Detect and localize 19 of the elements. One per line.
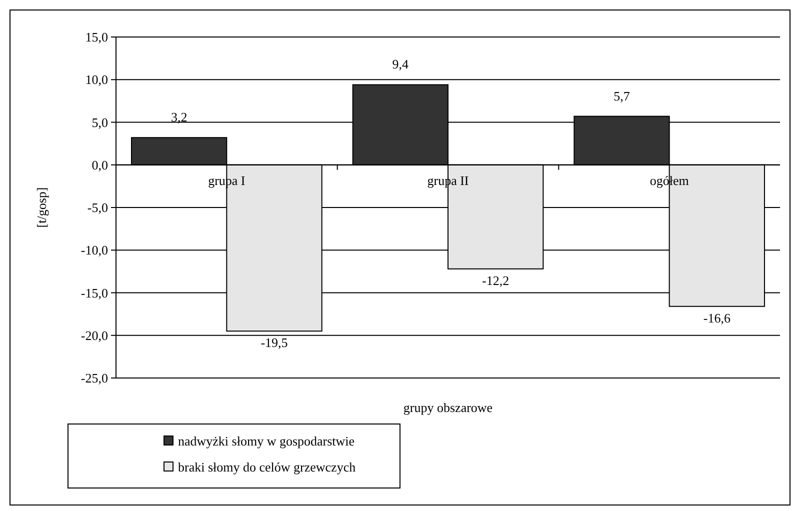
y-tick-label: 5,0 xyxy=(92,114,108,130)
data-label: -19,5 xyxy=(260,335,288,350)
data-label: 9,4 xyxy=(392,56,410,72)
y-tick-label: -5,0 xyxy=(87,200,108,216)
y-tick-label: 10,0 xyxy=(85,72,108,88)
y-tick-label: -10,0 xyxy=(80,242,108,258)
y-tick-label: -15,0 xyxy=(80,285,108,300)
data-label: 3,2 xyxy=(170,110,188,125)
legend-label: nadwyżki słomy w gospodarstwie xyxy=(178,434,355,449)
y-tick-label: -20,0 xyxy=(80,328,108,343)
y-tick-label: 15,0 xyxy=(85,30,108,45)
y-axis-title: [t/gosp] xyxy=(34,187,49,228)
data-label: -16,6 xyxy=(703,310,731,326)
legend-label: braki słomy do celów grzewczych xyxy=(178,460,356,475)
data-label: -12,2 xyxy=(482,272,510,288)
y-tick-label: -25,0 xyxy=(80,370,108,386)
y-tick-label: 0,0 xyxy=(92,157,108,172)
x-axis-title: grupy obszarowe xyxy=(403,400,493,415)
data-label: 5,7 xyxy=(614,88,630,104)
